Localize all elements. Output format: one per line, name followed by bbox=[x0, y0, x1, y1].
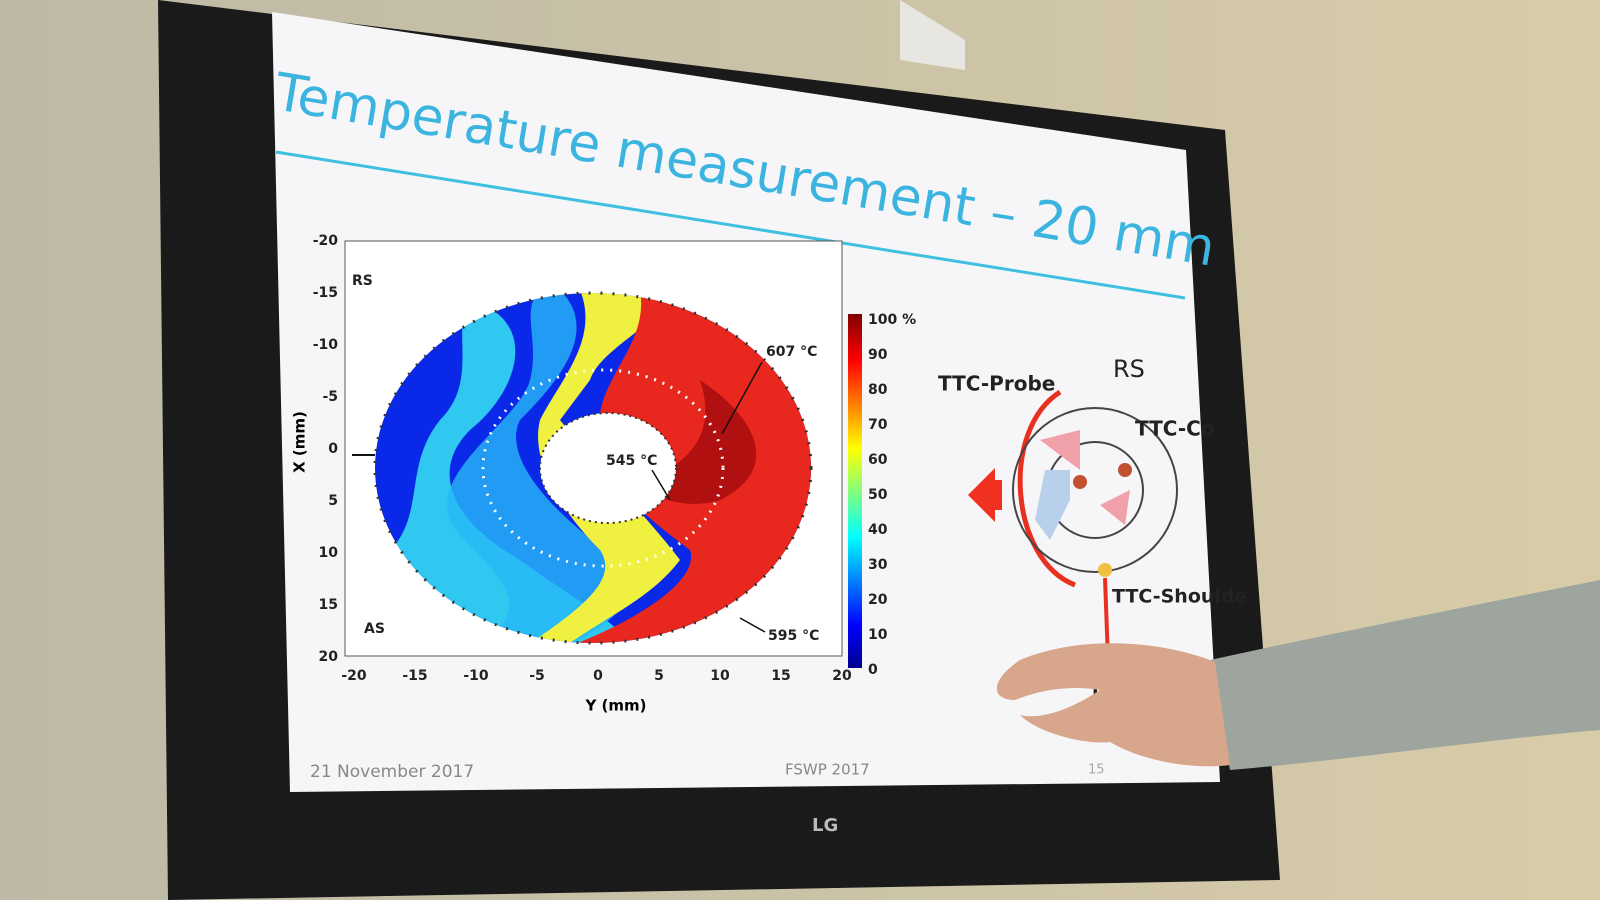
hand bbox=[996, 643, 1230, 767]
sensor bbox=[1118, 463, 1132, 477]
sensor bbox=[1073, 475, 1087, 489]
x-tick-label: -5 bbox=[529, 668, 545, 684]
colorbar bbox=[848, 314, 862, 668]
footer-date: 21 November 2017 bbox=[310, 762, 474, 782]
title-rule bbox=[275, 150, 1186, 300]
y-tick-label: -5 bbox=[322, 389, 338, 405]
x-axis-label: Y (mm) bbox=[584, 697, 646, 715]
rotation-arrow bbox=[1017, 389, 1076, 588]
outer-boundary bbox=[373, 291, 813, 645]
zone bbox=[1040, 430, 1130, 525]
direction-arrow bbox=[968, 468, 1002, 522]
colorbar-tick-label: 90 bbox=[868, 347, 888, 363]
y-axis-label: X (mm) bbox=[291, 411, 309, 473]
side-label: AS bbox=[364, 621, 385, 637]
arrow bbox=[651, 469, 671, 501]
whiteboard bbox=[900, 0, 965, 70]
x-tick-label: -20 bbox=[341, 668, 367, 684]
temperature-annotation: 545 °C bbox=[606, 453, 657, 469]
y-tick-label: 20 bbox=[319, 649, 339, 665]
y-tick-label: -15 bbox=[313, 285, 338, 301]
temperature-annotation: 607 °C bbox=[766, 344, 817, 360]
colorbar-tick-label: 70 bbox=[868, 417, 888, 433]
diagram bbox=[968, 389, 1178, 661]
footer-event: FSWP 2017 bbox=[785, 761, 870, 779]
diagram-label: TTC-Co bbox=[1135, 417, 1215, 441]
x-tick-label: -10 bbox=[463, 668, 489, 684]
x-tick-label: 10 bbox=[710, 668, 730, 684]
y-tick-label: 0 bbox=[328, 441, 338, 457]
x-tick-label: -15 bbox=[402, 668, 427, 684]
diagram-label: TTC-Probe bbox=[938, 372, 1055, 396]
plot bbox=[344, 240, 862, 668]
colorbar-tick-label: 0 bbox=[868, 662, 878, 678]
colorbar-tick-label: 40 bbox=[868, 522, 888, 538]
x-tick-label: 0 bbox=[593, 668, 603, 684]
y-tick-label: -10 bbox=[313, 337, 339, 353]
sensor bbox=[1098, 563, 1112, 577]
zone bbox=[1035, 470, 1070, 540]
y-tick-label: 15 bbox=[319, 597, 338, 613]
arrow bbox=[721, 361, 763, 435]
brand-logo: LG bbox=[812, 815, 838, 836]
x-tick-label: 20 bbox=[832, 668, 852, 684]
probe-hole bbox=[539, 412, 677, 524]
diagram-label: RS bbox=[1113, 355, 1145, 383]
colorbar-tick-label: 80 bbox=[868, 382, 888, 398]
x-tick-label: 5 bbox=[654, 668, 664, 684]
colorbar-tick-label: 10 bbox=[868, 627, 888, 643]
diagram-label: TTC-Shoulde bbox=[1112, 586, 1247, 608]
colorbar-tick-label: 20 bbox=[868, 592, 888, 608]
temperature-annotation: 595 °C bbox=[768, 628, 819, 644]
colorbar-tick-label: 50 bbox=[868, 487, 888, 503]
y-tick-label: 5 bbox=[328, 493, 338, 509]
y-tick-label: 10 bbox=[319, 545, 339, 561]
arrow bbox=[739, 617, 766, 633]
shoulder-circle bbox=[1012, 407, 1178, 573]
x-tick-label: 15 bbox=[771, 668, 790, 684]
colorbar-tick-label: 30 bbox=[868, 557, 888, 573]
footer-page: 15 bbox=[1088, 763, 1105, 778]
colorbar-tick-label: 60 bbox=[868, 452, 888, 468]
colorbar-tick-label: 100 % bbox=[868, 312, 916, 328]
sleeve bbox=[1210, 580, 1600, 770]
y-tick-label: -20 bbox=[313, 233, 339, 249]
side-label: RS bbox=[352, 273, 373, 289]
middle-boundary bbox=[481, 368, 725, 568]
